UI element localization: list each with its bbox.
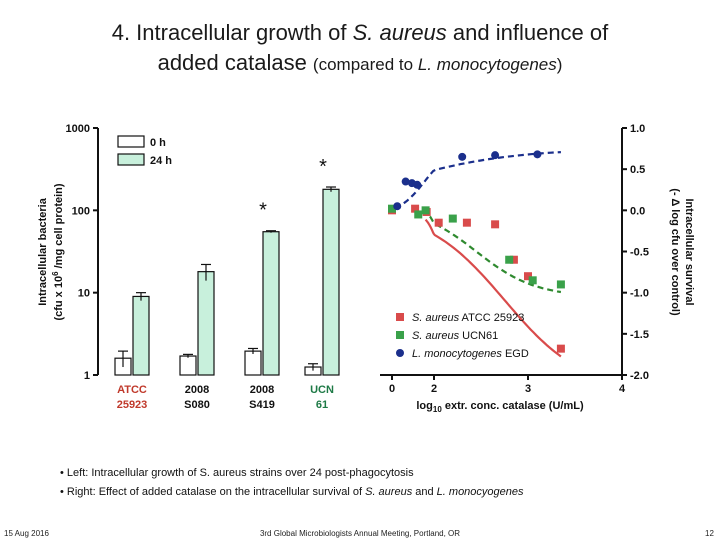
left-y-axis-label: Intracellular bacteria [37, 197, 49, 305]
title-text: 4. Intracellular growth of [111, 20, 353, 45]
left-x-tick-label: UCN [310, 384, 334, 396]
data-point [462, 218, 471, 227]
data-point [528, 276, 537, 285]
data-point [413, 180, 422, 189]
data-point [401, 177, 410, 186]
left-x-tick-label-2: 25923 [117, 399, 148, 411]
bar [179, 355, 197, 376]
data-point [556, 280, 565, 289]
bullet-list: • Left: Intracellular growth of S. aureu… [60, 464, 524, 502]
left-legend-swatch [117, 153, 145, 166]
bullet-right-text: • Right: Effect of added catalase on the… [60, 486, 366, 498]
left-x-tick-label: 2008 [250, 384, 274, 396]
left-legend-swatch [117, 135, 145, 148]
left-y-tick-label: 100 [72, 205, 90, 217]
right-y-tick-label: -1.5 [630, 329, 649, 341]
data-point [421, 206, 430, 215]
data-point [491, 220, 500, 229]
bullet-left: • Left: Intracellular growth of S. aureu… [60, 467, 414, 479]
bullet-right: • Right: Effect of added catalase on the… [60, 483, 524, 502]
right-x-axis-label: log10 extr. conc. catalase (U/mL) [416, 400, 584, 414]
fit-curve [424, 218, 562, 358]
fit-curve [412, 206, 562, 294]
title-line-2: added catalase (compared to L. monocytog… [0, 48, 720, 80]
bullet-right-species-a: S. aureus [365, 486, 413, 498]
footer-meeting: 3rd Global Microbiologists Annual Meetin… [259, 529, 461, 538]
bar [322, 188, 340, 376]
right-y-tick-label: 0.0 [630, 205, 645, 217]
right-y-tick-label: -2.0 [630, 370, 649, 382]
significance-star: * [319, 156, 327, 178]
left-x-tick-label-2: S080 [184, 399, 210, 411]
left-legend-label: 24 h [150, 155, 172, 167]
left-x-tick-label: 2008 [185, 384, 209, 396]
data-point [533, 150, 542, 159]
right-x-tick-label: 3 [525, 383, 531, 395]
left-y-tick-label: 10 [78, 288, 90, 300]
data-point [393, 202, 402, 211]
data-point [388, 204, 396, 213]
left-y-tick-label: 1 [84, 370, 90, 382]
footer-date: 15 Aug 2016 [4, 529, 49, 538]
left-y-axis-label-2: (cfu x 106 /mg cell protein) [51, 183, 65, 320]
right-y-axis-label: Intracellular survival [683, 199, 695, 306]
data-point [448, 214, 457, 223]
right-legend-label: S. aureus UCN61 [412, 330, 498, 342]
data-point [458, 152, 467, 161]
right-legend-marker [396, 313, 404, 321]
right-legend-marker [396, 349, 404, 357]
title-line-1: 4. Intracellular growth of S. aureus and… [0, 18, 720, 48]
right-y-tick-label: -0.5 [630, 247, 649, 259]
data-point [434, 218, 443, 227]
bar [262, 231, 280, 376]
fit-curve [394, 151, 561, 210]
right-y-tick-label: 1.0 [630, 123, 645, 135]
bar [132, 295, 150, 376]
right-y-axis-label-2: (- Δ log cfu over control) [669, 188, 681, 316]
data-point [411, 204, 420, 213]
data-point [524, 272, 532, 281]
left-y-tick-label: 1000 [66, 123, 90, 135]
significance-star: * [259, 200, 267, 222]
right-legend-label: S. aureus ATCC 25923 [412, 312, 524, 324]
right-legend-marker [396, 331, 404, 339]
data-point [414, 210, 423, 219]
footer-page: 12 [705, 529, 714, 538]
title-text-b: and influence of [446, 20, 609, 45]
right-legend-label: L. monocytogenes EGD [412, 348, 529, 360]
data-point [509, 255, 518, 264]
left-x-tick-label-2: 61 [316, 399, 328, 411]
left-legend-label: 0 h [150, 137, 166, 149]
right-x-tick-label: 0 [389, 383, 395, 395]
data-point [556, 344, 565, 353]
bullet-right-and: and [412, 486, 437, 498]
title-paren-open: (compared to [312, 55, 418, 74]
bullet-right-species-b: L. monocyogenes [436, 486, 524, 498]
bar [244, 350, 262, 376]
right-x-tick-label: 4 [619, 383, 626, 395]
title-species-2: L. monocytogenes [417, 55, 557, 74]
data-point [491, 151, 500, 160]
right-y-tick-label: -1.0 [630, 288, 649, 300]
title-paren-close: ) [556, 55, 563, 74]
left-x-tick-label: ATCC [117, 384, 147, 396]
data-point [505, 255, 514, 264]
slide-title: 4. Intracellular growth of S. aureus and… [0, 18, 720, 80]
left-x-tick-label-2: S419 [249, 399, 275, 411]
title-species: S. aureus [352, 20, 447, 45]
right-x-tick-label: 2 [431, 383, 437, 395]
bar [197, 271, 215, 376]
title-text-2: added catalase [157, 50, 313, 75]
right-y-tick-label: 0.5 [630, 164, 645, 176]
